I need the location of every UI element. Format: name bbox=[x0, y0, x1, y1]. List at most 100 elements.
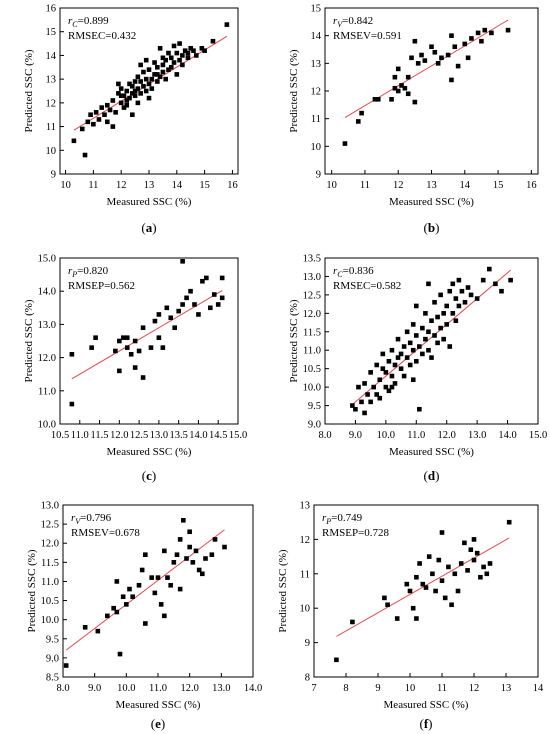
data-point bbox=[410, 322, 416, 327]
error-annotation: RMSEV=0.591 bbox=[333, 30, 402, 42]
y-tick-label: 9.5 bbox=[46, 634, 59, 645]
data-point bbox=[435, 61, 441, 66]
data-point bbox=[110, 124, 116, 129]
y-tick-label: 11 bbox=[311, 114, 321, 125]
x-tick-label: 11.0 bbox=[71, 430, 89, 441]
data-point bbox=[132, 338, 138, 344]
data-point bbox=[417, 406, 422, 412]
data-point bbox=[410, 605, 416, 611]
data-point bbox=[395, 66, 401, 72]
error-annotation: RMSEV=0.678 bbox=[71, 527, 140, 539]
data-point bbox=[414, 574, 419, 580]
data-point bbox=[482, 27, 488, 33]
x-tick-label: 11 bbox=[360, 180, 370, 191]
data-point bbox=[449, 33, 454, 38]
data-point bbox=[120, 335, 126, 340]
data-point bbox=[426, 329, 431, 335]
x-tick-label: 8.0 bbox=[318, 430, 331, 441]
data-point bbox=[172, 325, 178, 331]
data-point bbox=[413, 358, 419, 364]
data-point bbox=[192, 302, 197, 307]
y-tick-label: 10.0 bbox=[303, 383, 321, 394]
data-point bbox=[380, 366, 386, 371]
data-point bbox=[371, 384, 376, 390]
data-point bbox=[439, 530, 445, 535]
data-point bbox=[160, 55, 166, 61]
x-tick-label: 14.0 bbox=[498, 430, 516, 441]
data-point bbox=[208, 305, 213, 311]
data-point bbox=[413, 333, 419, 338]
y-tick-label: 11 bbox=[300, 569, 310, 580]
data-point bbox=[420, 351, 425, 357]
data-point bbox=[374, 392, 380, 397]
data-point bbox=[149, 575, 154, 580]
panel-letter: f bbox=[424, 716, 429, 731]
data-point bbox=[438, 325, 443, 331]
y-tick-label: 10.0 bbox=[41, 615, 59, 626]
data-point bbox=[102, 112, 107, 118]
correlation-annotation: rP=0.749 bbox=[322, 512, 363, 526]
data-point bbox=[438, 292, 443, 298]
data-point bbox=[187, 544, 192, 550]
data-point bbox=[171, 60, 177, 65]
regression-line bbox=[352, 269, 511, 405]
data-point bbox=[105, 613, 110, 619]
scatter-panel-c: 10.5 11.0 11.5 12.0 12.5 13.0 13.5 14.0 14.5 15.0… bbox=[23, 254, 247, 484]
y-tick-label: 13 bbox=[300, 501, 311, 512]
data-point bbox=[166, 50, 171, 56]
data-point bbox=[149, 76, 155, 82]
y-tick-label: 11.0 bbox=[38, 386, 56, 397]
x-tick-label: 14.0 bbox=[189, 430, 207, 441]
data-point bbox=[143, 57, 149, 63]
x-tick-label: 8 bbox=[343, 683, 348, 694]
data-point bbox=[69, 351, 75, 357]
x-tick-label: 9 bbox=[375, 683, 380, 694]
panel-letter: d bbox=[428, 468, 436, 483]
data-point bbox=[104, 119, 110, 125]
data-point bbox=[118, 100, 124, 106]
data-point bbox=[187, 529, 192, 535]
data-point bbox=[480, 277, 486, 283]
data-point bbox=[156, 335, 162, 340]
y-tick-label: 13.0 bbox=[38, 320, 56, 331]
x-tick-label: 11 bbox=[88, 180, 98, 191]
regression-line bbox=[71, 290, 223, 380]
data-point bbox=[383, 384, 389, 390]
x-tick-label: 11.0 bbox=[407, 430, 425, 441]
data-point bbox=[407, 588, 413, 594]
data-point bbox=[430, 571, 435, 577]
x-tick-label: 12.0 bbox=[438, 430, 456, 441]
data-point bbox=[174, 50, 180, 56]
data-point bbox=[176, 308, 181, 314]
data-point bbox=[479, 38, 484, 44]
x-tick-label: 14.0 bbox=[244, 683, 262, 694]
metric-symbol: r bbox=[333, 265, 338, 277]
data-point bbox=[350, 403, 355, 408]
y-tick-label: 11.5 bbox=[303, 327, 321, 338]
data-point bbox=[152, 60, 157, 65]
metric-symbol: r bbox=[68, 265, 73, 277]
y-tick-label: 9 bbox=[305, 638, 310, 649]
y-axis-label: Predicted SSC (%) bbox=[23, 49, 35, 132]
metric-value: =0.899 bbox=[78, 15, 109, 27]
error-annotation: RMSEP=0.562 bbox=[68, 280, 135, 292]
y-tick-label: 12.5 bbox=[303, 290, 321, 301]
data-point bbox=[174, 552, 180, 557]
data-point bbox=[462, 41, 468, 47]
metric-symbol: r bbox=[322, 512, 327, 524]
data-point bbox=[385, 602, 390, 608]
y-tick-label: 11.0 bbox=[303, 346, 321, 357]
data-point bbox=[143, 88, 149, 94]
data-point bbox=[82, 152, 88, 158]
data-point bbox=[168, 55, 174, 61]
x-tick-label: 8.0 bbox=[56, 683, 69, 694]
data-point bbox=[177, 537, 183, 542]
data-point bbox=[395, 355, 401, 360]
data-point bbox=[441, 336, 446, 342]
data-point bbox=[401, 344, 407, 349]
data-point bbox=[95, 628, 101, 634]
data-point bbox=[88, 112, 93, 118]
panel-label: (f) bbox=[419, 716, 432, 731]
y-tick-label: 10 bbox=[300, 604, 311, 615]
